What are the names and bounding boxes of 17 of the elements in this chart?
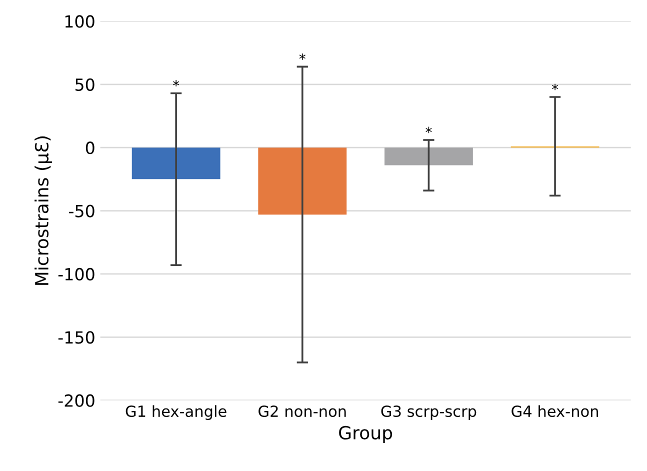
x-tick-label: G2 non-non <box>258 405 346 418</box>
x-tick-label: G3 scrp-scrp <box>381 405 476 420</box>
y-tick-label: 50 <box>76 78 94 91</box>
annotation: * <box>552 84 558 90</box>
annotation: * <box>299 53 306 60</box>
y-tick-label: -50 <box>69 204 94 218</box>
y-tick-label: 100 <box>65 15 94 28</box>
annotation: * <box>426 126 432 134</box>
y-axis-title: Microstrains (µƐ) <box>34 136 52 285</box>
x-tick-label: G1 hex-angle <box>126 405 226 420</box>
x-axis-title: Group <box>339 426 392 444</box>
y-tick-label: -200 <box>58 394 94 407</box>
y-tick-label: 0 <box>86 142 94 154</box>
y-tick-label: -150 <box>58 331 94 344</box>
y-tick-label: -100 <box>58 268 94 281</box>
x-tick-label: G4 hex-non <box>512 405 598 418</box>
annotation: * <box>173 80 180 86</box>
